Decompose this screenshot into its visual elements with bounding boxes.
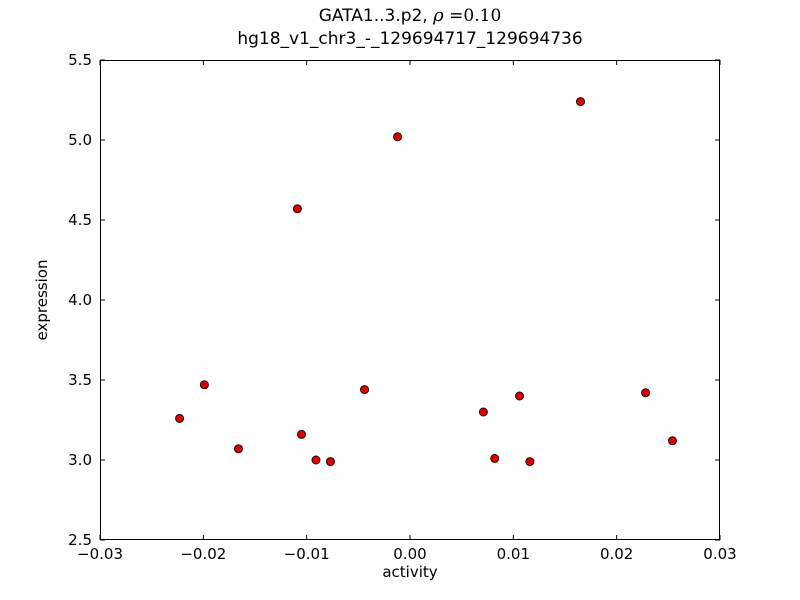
x-tick-label: 0.01 (496, 545, 531, 563)
data-point (325, 457, 335, 467)
rho-value: =0.10 (443, 6, 502, 26)
data-point (478, 407, 488, 417)
y-tick-label: 5.0 (68, 131, 92, 149)
data-point (576, 97, 585, 107)
y-tick-label: 5.5 (68, 51, 92, 69)
x-tick-label: −0.02 (180, 545, 227, 563)
data-point (667, 436, 677, 446)
data-point (199, 380, 209, 390)
chart-title-line2: hg18_v1_chr3_-_129694717_129694736 (237, 29, 583, 49)
y-tick-label: 2.5 (68, 531, 92, 549)
data-point (490, 453, 500, 463)
data-point (393, 132, 403, 142)
data-point (360, 385, 370, 395)
x-tick-label: −0.01 (283, 545, 330, 563)
data-point (175, 413, 185, 423)
y-tick-label: 4.0 (68, 291, 92, 309)
data-point (233, 444, 243, 454)
data-point (297, 429, 306, 439)
x-axis-label: activity (382, 563, 438, 581)
x-tick-label: 0.00 (393, 545, 427, 563)
y-tick-label: 3.0 (68, 451, 92, 469)
title-text: GATA1..3.p2, (318, 6, 434, 26)
data-point (641, 388, 651, 398)
axes-frame (100, 60, 720, 540)
data-point (292, 204, 302, 214)
y-tick-label: 3.5 (68, 371, 92, 389)
data-point (311, 455, 321, 465)
chart-title-line1: GATA1..3.p2, ρ =0.10 (100, 5, 720, 27)
data-point (515, 391, 525, 401)
data-point (525, 457, 535, 467)
rho-symbol: ρ (433, 5, 444, 26)
y-tick-label: 4.5 (68, 211, 92, 229)
x-tick-label: 0.03 (703, 545, 737, 563)
x-tick-label: 0.02 (599, 545, 634, 563)
x-tick-label: −0.03 (77, 545, 123, 563)
